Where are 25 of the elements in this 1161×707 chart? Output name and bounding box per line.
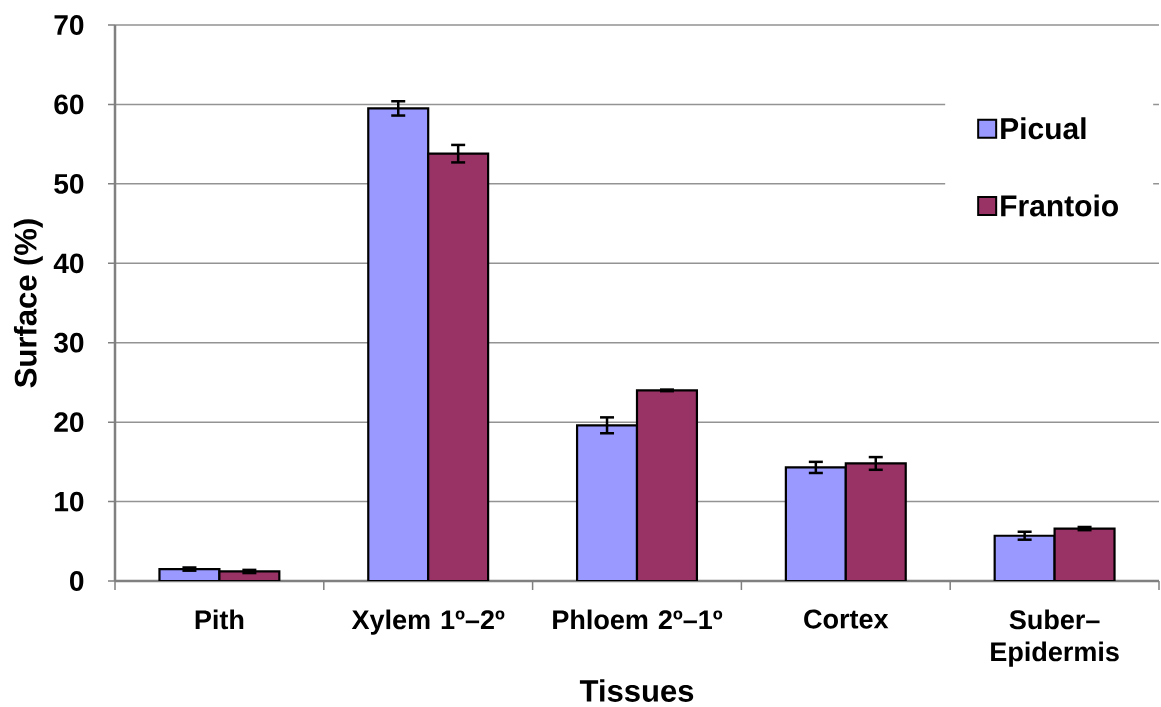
legend-label: Frantoio <box>1001 194 1118 217</box>
x-tick-label: Xylem 1º–2º <box>351 609 505 635</box>
legend-label: Picual <box>1001 117 1086 140</box>
y-tick-label: 0 <box>70 571 84 591</box>
bar <box>1053 527 1116 581</box>
bar <box>575 424 639 581</box>
y-tick-label: 50 <box>54 173 84 194</box>
y-tick-label: 60 <box>54 94 84 115</box>
x-tick-label: Cortex <box>804 609 889 629</box>
y-tick-label: 10 <box>55 491 84 512</box>
bar <box>784 466 847 581</box>
bar <box>844 462 907 581</box>
x-axis-title: Tissues <box>579 679 694 702</box>
x-tick-label: Pith <box>195 609 244 630</box>
bar <box>367 107 430 581</box>
y-tick-label: 70 <box>54 15 84 35</box>
bar <box>993 534 1056 581</box>
y-tick-label: 20 <box>54 412 84 433</box>
bar <box>635 389 699 581</box>
y-axis-title: Surface (%) <box>13 219 43 388</box>
x-tick-label: Suber–Epidermis <box>991 609 1119 667</box>
y-tick-label: 30 <box>53 332 84 353</box>
y-tick-label: 40 <box>53 253 84 274</box>
bar <box>427 152 490 581</box>
x-tick-label: Phloem 2º–1º <box>553 609 723 630</box>
